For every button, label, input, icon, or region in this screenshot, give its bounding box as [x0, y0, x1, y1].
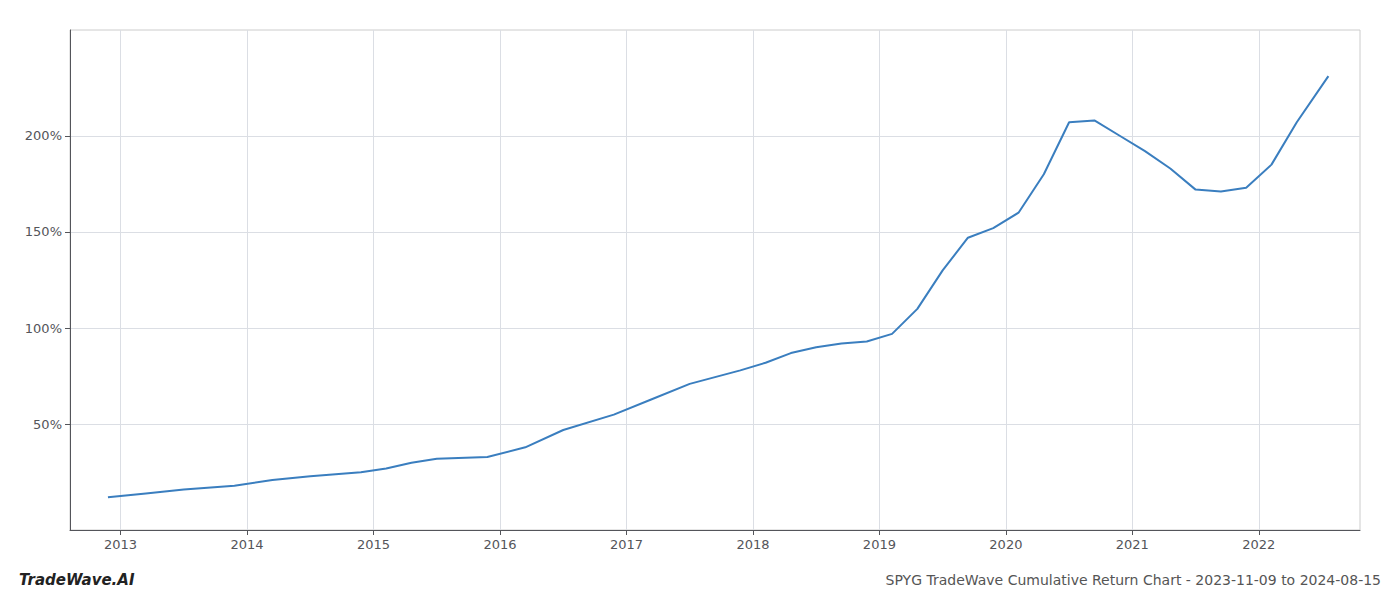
- svg-text:150%: 150%: [25, 224, 62, 239]
- svg-text:2014: 2014: [231, 537, 264, 552]
- svg-text:50%: 50%: [33, 417, 62, 432]
- svg-text:100%: 100%: [25, 321, 62, 336]
- svg-text:TradeWave.AI: TradeWave.AI: [19, 571, 135, 589]
- svg-text:2019: 2019: [863, 537, 896, 552]
- svg-text:2022: 2022: [1242, 537, 1275, 552]
- svg-text:2015: 2015: [357, 537, 390, 552]
- svg-text:2013: 2013: [104, 537, 137, 552]
- svg-text:2018: 2018: [736, 537, 769, 552]
- svg-text:200%: 200%: [25, 128, 62, 143]
- svg-text:2017: 2017: [610, 537, 643, 552]
- svg-text:2021: 2021: [1116, 537, 1149, 552]
- svg-text:SPYG TradeWave Cumulative Retu: SPYG TradeWave Cumulative Return Chart -…: [886, 572, 1381, 588]
- svg-text:2016: 2016: [483, 537, 516, 552]
- svg-text:2020: 2020: [989, 537, 1022, 552]
